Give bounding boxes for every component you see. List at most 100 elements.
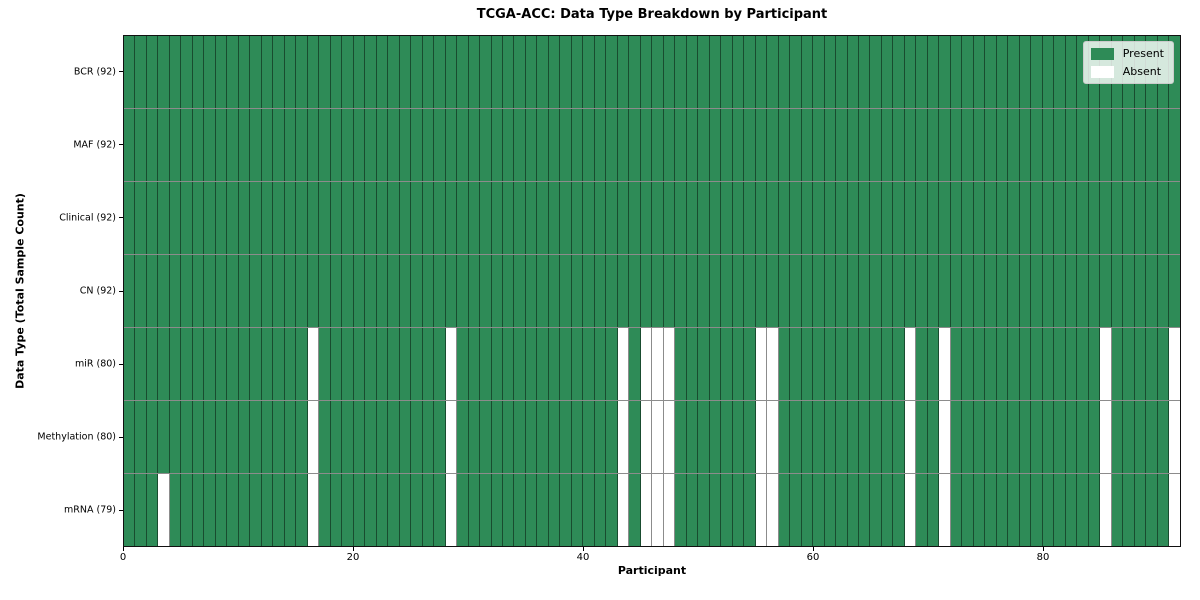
heatmap-cell [686, 401, 699, 473]
heatmap-cell [1100, 255, 1112, 327]
y-tick-mark [119, 290, 123, 292]
heatmap-cell [365, 255, 377, 327]
heatmap-cell [468, 182, 481, 254]
heatmap-cell [594, 109, 607, 181]
heatmap-cell [881, 109, 894, 181]
heatmap-cell [146, 255, 159, 327]
heatmap-cell [319, 36, 331, 108]
heatmap-cell [491, 109, 503, 181]
heatmap-cell [227, 328, 239, 400]
heatmap-cell [916, 182, 928, 254]
heatmap-cell [158, 328, 170, 400]
heatmap-cell [1123, 328, 1135, 400]
heatmap-cell [916, 401, 928, 473]
heatmap-cell [525, 182, 538, 254]
heatmap-cell [548, 36, 561, 108]
heatmap-cell [146, 401, 159, 473]
heatmap-cell [365, 182, 377, 254]
heatmap-cell [261, 401, 274, 473]
heatmap-cell [376, 401, 389, 473]
heatmap-cell [204, 36, 216, 108]
heatmap-cell [755, 401, 768, 473]
heatmap-cell [284, 255, 297, 327]
heatmap-cell [571, 474, 584, 546]
heatmap-cell [560, 401, 572, 473]
heatmap-cell [1134, 182, 1147, 254]
heatmap-cell [640, 109, 653, 181]
heatmap-cell [813, 109, 825, 181]
heatmap-cell [927, 401, 940, 473]
heatmap-cell [238, 255, 251, 327]
heatmap-cell [847, 328, 859, 400]
heatmap-cell [480, 255, 492, 327]
heatmap-cell [1019, 36, 1032, 108]
heatmap-cell [927, 182, 940, 254]
heatmap-cell [353, 255, 366, 327]
heatmap-cell [261, 109, 274, 181]
heatmap-cell [537, 36, 549, 108]
heatmap-cell [755, 474, 768, 546]
heatmap-cell [675, 474, 687, 546]
heatmap-cell [583, 182, 595, 254]
heatmap-cell [457, 36, 469, 108]
heatmap-cell [215, 109, 228, 181]
heatmap-cell [939, 401, 951, 473]
heatmap-cell [319, 401, 331, 473]
x-tick-label: 0 [119, 552, 127, 563]
heatmap-cell [1157, 255, 1170, 327]
heatmap-cell [135, 182, 147, 254]
heatmap-cell [273, 109, 285, 181]
heatmap-cell [537, 255, 549, 327]
heatmap-cell [1146, 182, 1158, 254]
heatmap-cell [950, 401, 963, 473]
heatmap-cell [158, 255, 170, 327]
heatmap-cell [330, 328, 343, 400]
heatmap-cell [640, 328, 653, 400]
heatmap-cell [457, 474, 469, 546]
heatmap-cell [399, 401, 412, 473]
heatmap-cell [514, 36, 526, 108]
heatmap-cell [939, 328, 951, 400]
heatmap-grid [124, 36, 1180, 546]
heatmap-cell [617, 474, 630, 546]
heatmap-cell [824, 474, 837, 546]
heatmap-cell [457, 328, 469, 400]
heatmap-cell [319, 182, 331, 254]
heatmap-cell [881, 36, 894, 108]
heatmap-cell [192, 255, 205, 327]
heatmap-cell [778, 182, 791, 254]
heatmap-cell [985, 474, 997, 546]
heatmap-cell [686, 36, 699, 108]
heatmap-cell [1123, 474, 1135, 546]
heatmap-cell [1123, 401, 1135, 473]
heatmap-cell [893, 255, 905, 327]
heatmap-cell [870, 401, 882, 473]
heatmap-cell [927, 109, 940, 181]
heatmap-cell [376, 328, 389, 400]
heatmap-cell [904, 474, 917, 546]
heatmap-cell [238, 401, 251, 473]
heatmap-cell [480, 36, 492, 108]
heatmap-cell [1169, 328, 1180, 400]
heatmap-cell [824, 182, 837, 254]
heatmap-cell [468, 36, 481, 108]
heatmap-cell [238, 474, 251, 546]
heatmap-cell [1146, 109, 1158, 181]
heatmap-cell [560, 474, 572, 546]
absent-swatch-icon [1090, 65, 1114, 78]
heatmap-cell [1169, 401, 1180, 473]
heatmap-cell [790, 36, 802, 108]
heatmap-cell [927, 474, 940, 546]
heatmap-cell [606, 255, 618, 327]
heatmap-cell [411, 182, 423, 254]
heatmap-cell [1100, 328, 1112, 400]
heatmap-cell [502, 255, 515, 327]
heatmap-cell [767, 109, 779, 181]
heatmap-cell [617, 36, 630, 108]
heatmap-cell [215, 36, 228, 108]
heatmap-cell [973, 255, 986, 327]
heatmap-cell [801, 401, 814, 473]
heatmap-cell [124, 474, 136, 546]
heatmap-cell [135, 36, 147, 108]
heatmap-cell [560, 109, 572, 181]
